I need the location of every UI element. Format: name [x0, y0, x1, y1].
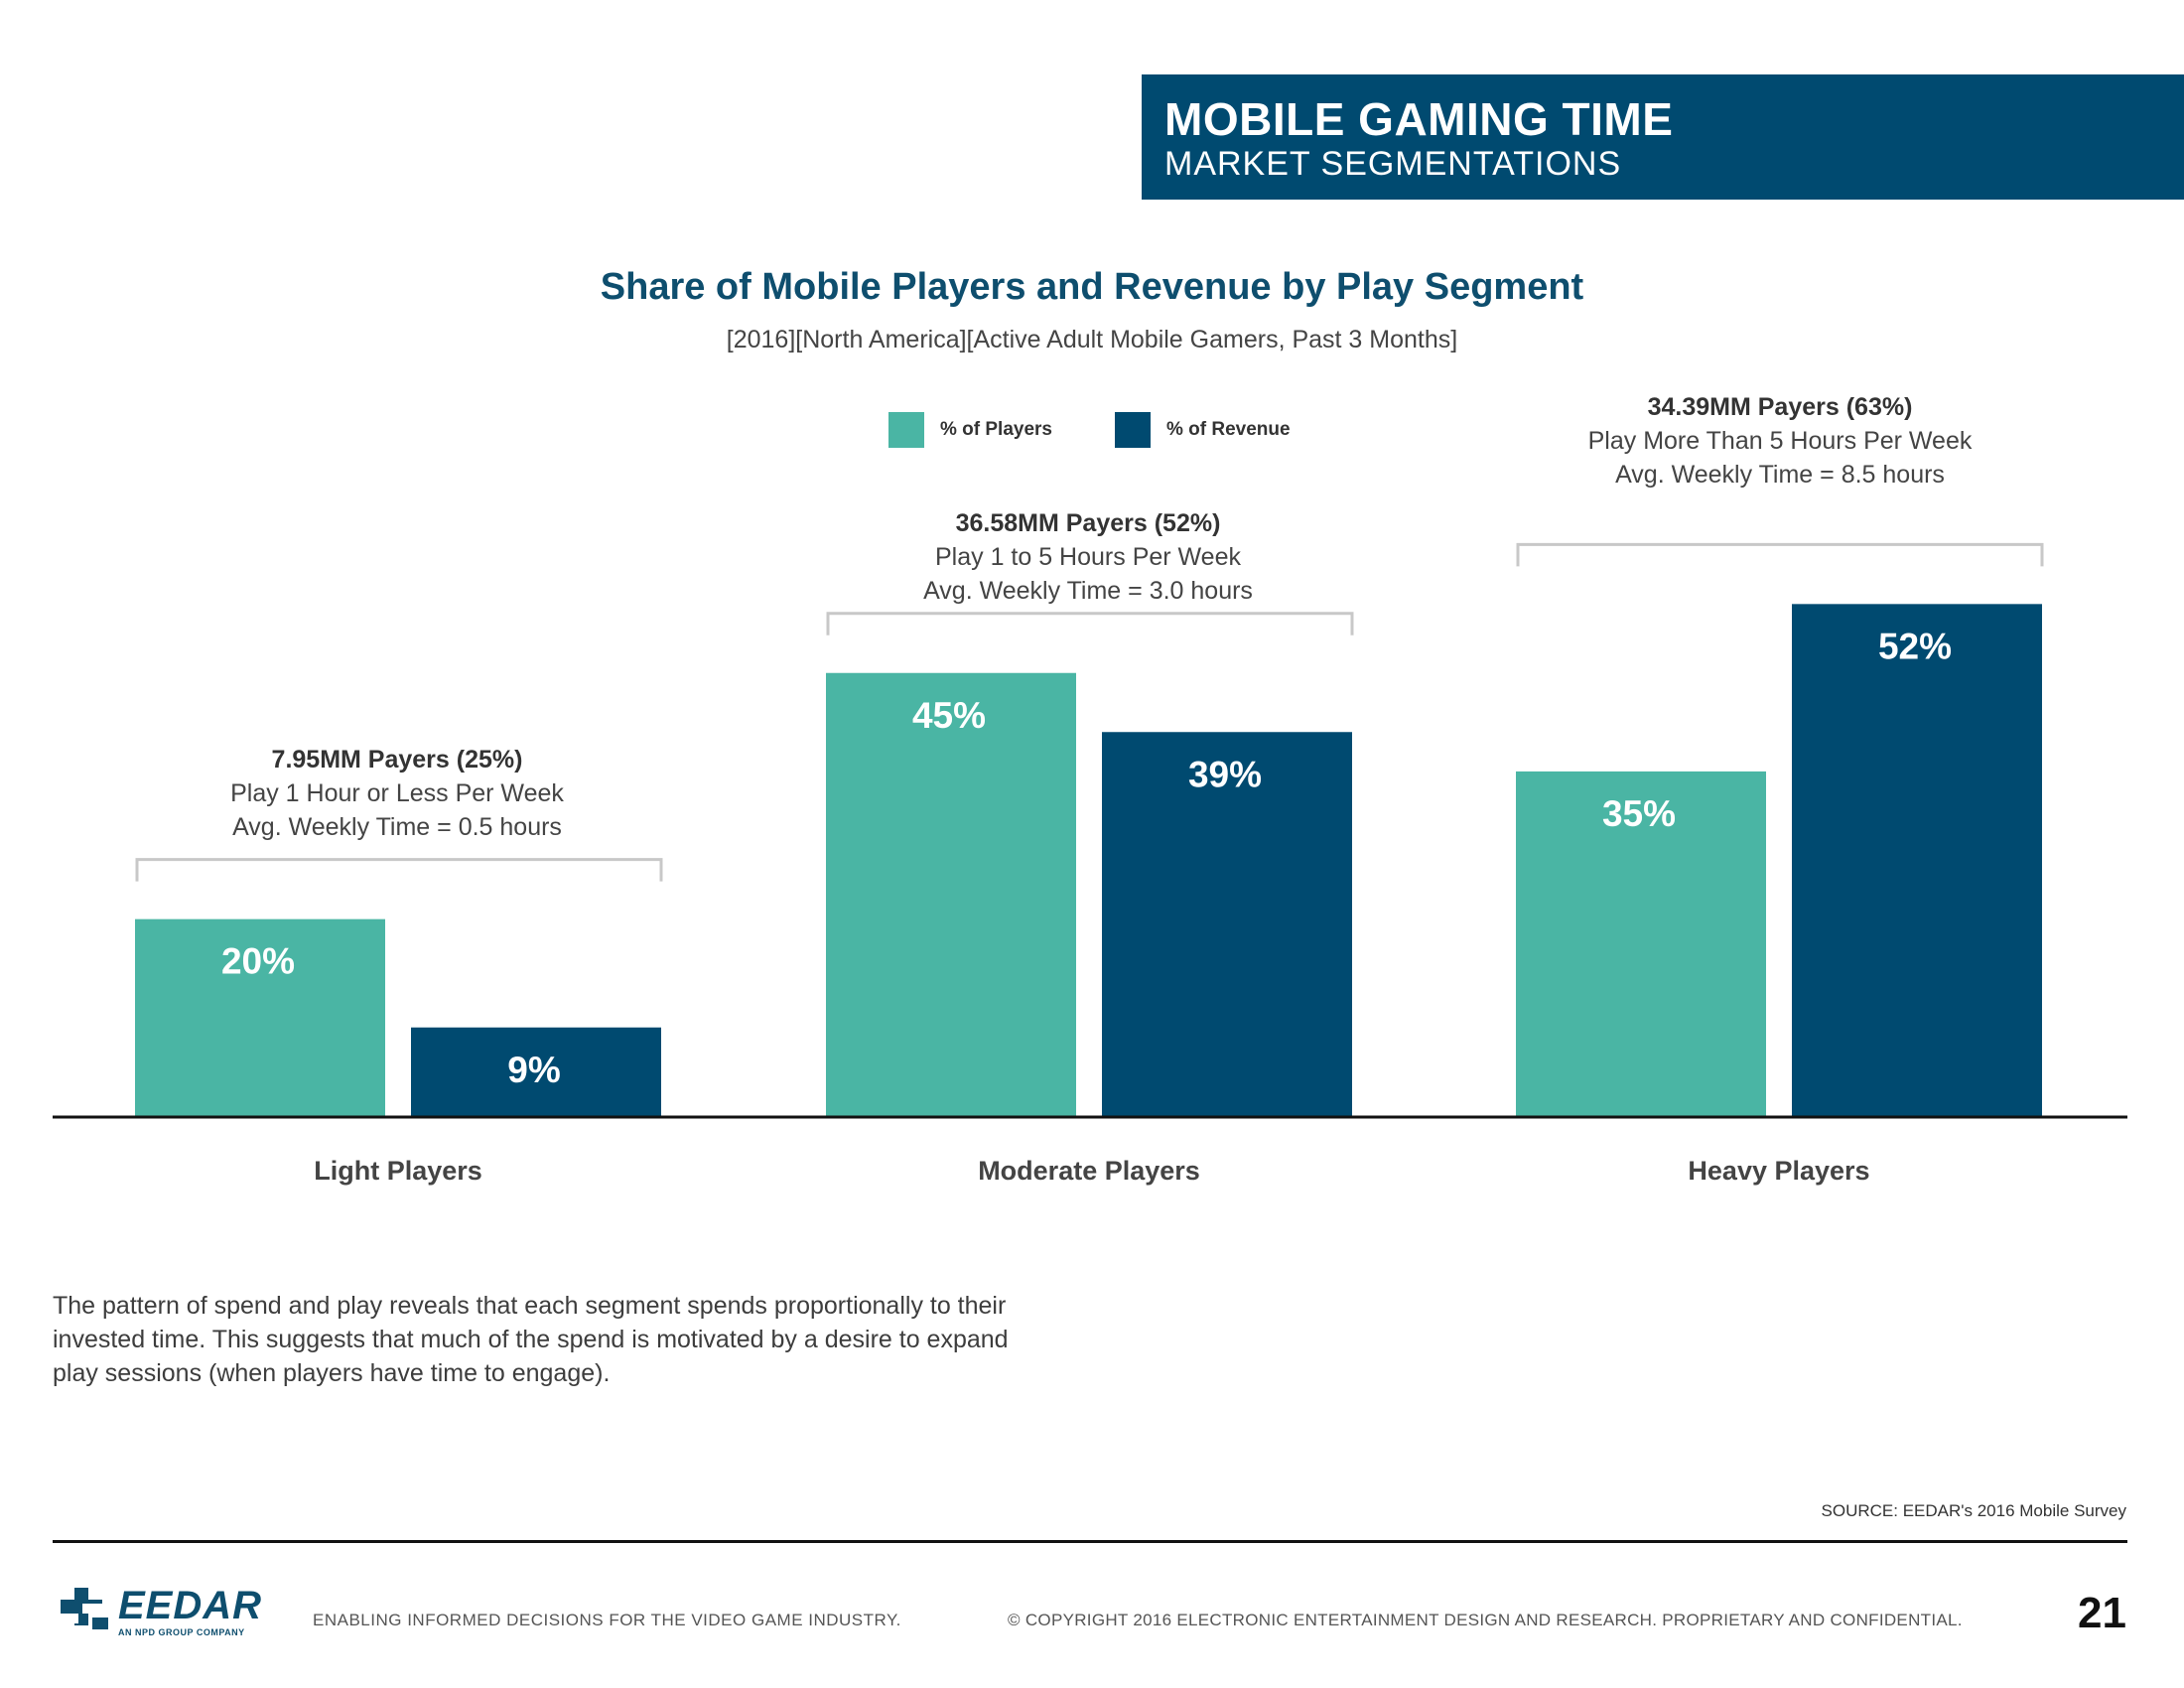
page-number: 21 [2078, 1589, 2126, 1637]
chart-legend: % of Players % of Revenue [0, 412, 2184, 452]
bar-light-players-of-revenue [411, 1027, 661, 1116]
segment-note-heavy: 34.39MM Payers (63%) Play More Than 5 Ho… [1433, 390, 2127, 492]
bar-moderate-players-of-revenue [1102, 732, 1352, 1116]
page-subtitle: MARKET SEGMENTATIONS [1164, 145, 1622, 183]
bracket-heavy-players [1516, 542, 2044, 567]
bracket-moderate-players [826, 612, 1354, 635]
logo-text: EEDAR [118, 1584, 263, 1627]
segment-note-moderate: 36.58MM Payers (52%) Play 1 to 5 Hours P… [741, 506, 1435, 608]
legend-label-revenue: % of Revenue [1166, 419, 1291, 440]
data-label-moderate-players-of-players: 45% [912, 695, 986, 736]
legend-swatch-players [888, 412, 924, 448]
segment-note-avg: Avg. Weekly Time = 8.5 hours [1615, 461, 1945, 489]
logo-mark-icon [61, 1588, 108, 1629]
segment-note-light: 7.95MM Payers (25%) Play 1 Hour or Less … [50, 743, 745, 844]
data-label-heavy-players-of-revenue: 52% [1878, 626, 1952, 666]
segment-note-hours: Play More Than 5 Hours Per Week [1587, 427, 1973, 455]
body-paragraph: The pattern of spend and play reveals th… [53, 1292, 1009, 1387]
footer-divider [53, 1540, 2127, 1543]
data-label-light-players-of-revenue: 9% [507, 1050, 560, 1090]
chart-title: Share of Mobile Players and Revenue by P… [600, 266, 1584, 308]
legend-item-revenue: % of Revenue [1115, 412, 1291, 448]
segment-note-players: 36.58MM Payers (52%) [955, 509, 1221, 537]
source-note: SOURCE: EEDAR's 2016 Mobile Survey [1821, 1501, 2126, 1520]
segment-note-players: 7.95MM Payers (25%) [271, 746, 523, 774]
page-title: MOBILE GAMING TIME [1164, 93, 1674, 145]
segment-note-avg: Avg. Weekly Time = 3.0 hours [923, 577, 1253, 605]
bar-chart: 20% 9% Light Players 45% 39% Moderate Players… [53, 542, 2127, 1186]
bar-heavy-players-of-players [1516, 771, 1766, 1116]
legend-swatch-revenue [1115, 412, 1151, 448]
segment-note-avg: Avg. Weekly Time = 0.5 hours [232, 813, 562, 841]
category-label-heavy-players: Heavy Players [1688, 1156, 1869, 1186]
logo-subtext: AN NPD GROUP COMPANY [118, 1627, 245, 1637]
category-label-moderate-players: Moderate Players [978, 1156, 1200, 1186]
legend-item-players: % of Players [888, 412, 1052, 448]
segment-note-players: 34.39MM Payers (63%) [1647, 393, 1913, 421]
eedar-logo: EEDAR AN NPD GROUP COMPANY [53, 1584, 271, 1643]
chart-subtitle: [2016][North America][Active Adult Mobil… [726, 326, 1458, 353]
bar-moderate-players-of-players [826, 672, 1076, 1116]
legend-label-players: % of Players [940, 419, 1052, 440]
segment-note-hours: Play 1 to 5 Hours Per Week [934, 543, 1241, 571]
bar-light-players-of-players [135, 918, 385, 1116]
header-banner: MOBILE GAMING TIME MARKET SEGMENTATIONS [1142, 74, 2184, 200]
bar-heavy-players-of-revenue [1792, 604, 2042, 1116]
data-label-light-players-of-players: 20% [221, 941, 295, 982]
bracket-light-players [135, 858, 663, 882]
category-label-light-players: Light Players [314, 1156, 482, 1186]
footer-tagline: ENABLING INFORMED DECISIONS FOR THE VIDE… [313, 1611, 901, 1629]
footer-copyright: © COPYRIGHT 2016 ELECTRONIC ENTERTAINMEN… [1008, 1611, 1963, 1629]
data-label-heavy-players-of-players: 35% [1602, 793, 1676, 834]
data-label-moderate-players-of-revenue: 39% [1188, 754, 1262, 794]
segment-note-hours: Play 1 Hour or Less Per Week [230, 779, 564, 807]
